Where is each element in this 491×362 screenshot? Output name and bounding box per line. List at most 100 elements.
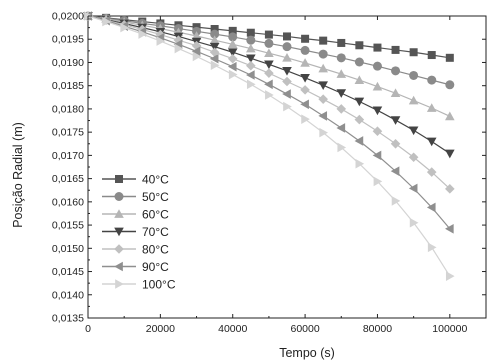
data-point — [336, 123, 346, 133]
data-point — [373, 176, 383, 187]
legend-item: 100°C — [102, 278, 176, 292]
series-layer — [83, 11, 455, 281]
data-point — [192, 51, 202, 62]
y-tick-label: 0,0170 — [52, 150, 84, 162]
data-point — [408, 126, 419, 136]
x-tick-label: 40000 — [218, 323, 247, 335]
data-point — [227, 61, 237, 72]
data-point — [337, 38, 346, 47]
data-point — [336, 89, 347, 98]
series-100°C — [84, 11, 455, 281]
data-point — [336, 69, 347, 78]
data-point — [427, 242, 437, 253]
data-point — [445, 184, 455, 194]
data-point — [300, 85, 310, 95]
x-axis-title: Tempo (s) — [279, 346, 335, 360]
legend-label: 60°C — [142, 208, 169, 222]
data-point — [409, 217, 419, 228]
data-point — [120, 22, 129, 33]
data-point — [191, 40, 202, 51]
data-point — [138, 29, 148, 39]
data-point — [426, 167, 437, 177]
y-tick-label: 0,0195 — [52, 34, 84, 46]
data-point — [264, 68, 274, 78]
y-tick-label: 0,0175 — [52, 127, 84, 139]
data-point — [445, 80, 455, 90]
data-point — [210, 60, 220, 71]
series-90°C — [83, 11, 454, 234]
data-point — [354, 97, 365, 107]
data-point — [301, 34, 310, 43]
data-point — [301, 114, 310, 124]
data-point — [282, 53, 292, 62]
legend-marker — [114, 244, 124, 254]
data-point — [102, 16, 111, 27]
data-point — [246, 70, 255, 80]
data-point — [391, 196, 401, 206]
data-point — [282, 66, 292, 76]
data-point — [390, 166, 400, 176]
data-point — [445, 111, 455, 121]
legend-item: 50°C — [102, 190, 169, 204]
data-point — [246, 79, 256, 90]
data-point — [210, 25, 219, 34]
y-tick-label: 0,0135 — [52, 313, 84, 325]
legend-label: 50°C — [142, 190, 169, 204]
data-point — [300, 73, 310, 83]
data-point — [445, 149, 455, 159]
data-point — [264, 48, 274, 58]
data-point — [318, 81, 328, 91]
data-point — [354, 136, 364, 146]
data-point — [264, 79, 273, 90]
data-point — [355, 41, 364, 50]
data-point — [209, 47, 220, 58]
y-tick-label: 0,0150 — [52, 243, 84, 255]
data-point — [409, 48, 418, 57]
y-tick-label: 0,0190 — [52, 57, 84, 69]
data-point — [391, 66, 401, 76]
data-point — [319, 127, 328, 138]
data-point — [408, 183, 418, 194]
data-point — [228, 69, 238, 80]
y-tick-label: 0,0180 — [52, 103, 84, 115]
data-point — [318, 49, 328, 59]
legend-marker — [114, 192, 124, 201]
data-point — [228, 26, 237, 35]
data-point — [265, 90, 274, 100]
data-point — [372, 150, 382, 161]
data-point — [209, 53, 219, 64]
data-point — [300, 45, 310, 55]
y-tick-label: 0,0145 — [52, 266, 84, 278]
data-point — [426, 202, 436, 213]
legend-label: 70°C — [142, 225, 169, 239]
data-point — [264, 38, 274, 48]
data-point — [372, 106, 383, 116]
legend-item: 40°C — [102, 173, 169, 187]
y-tick-label: 0,0140 — [52, 289, 84, 301]
data-point — [246, 43, 256, 53]
x-tick-label: 20000 — [146, 323, 175, 335]
data-point — [191, 31, 202, 40]
y-tick-label: 0,0185 — [52, 80, 84, 92]
data-point — [282, 76, 292, 87]
data-point — [209, 35, 220, 44]
legend-marker — [114, 227, 124, 237]
x-tick-label: 0 — [85, 323, 91, 335]
data-point — [191, 46, 201, 57]
legend-label: 80°C — [142, 243, 169, 257]
data-point — [445, 271, 455, 281]
data-point — [282, 89, 291, 99]
x-tick-label: 80000 — [363, 323, 392, 335]
data-point — [354, 114, 365, 125]
data-point — [246, 28, 255, 37]
legend-marker — [115, 175, 123, 183]
data-point — [156, 36, 166, 46]
data-point — [227, 48, 238, 58]
data-point — [426, 103, 437, 112]
data-point — [283, 32, 291, 41]
legend: 40°C 50°C 60°C 70°C 80°C 90°C 100°C — [102, 173, 176, 292]
data-point — [390, 88, 401, 97]
data-point — [373, 43, 382, 52]
data-point — [246, 54, 256, 64]
